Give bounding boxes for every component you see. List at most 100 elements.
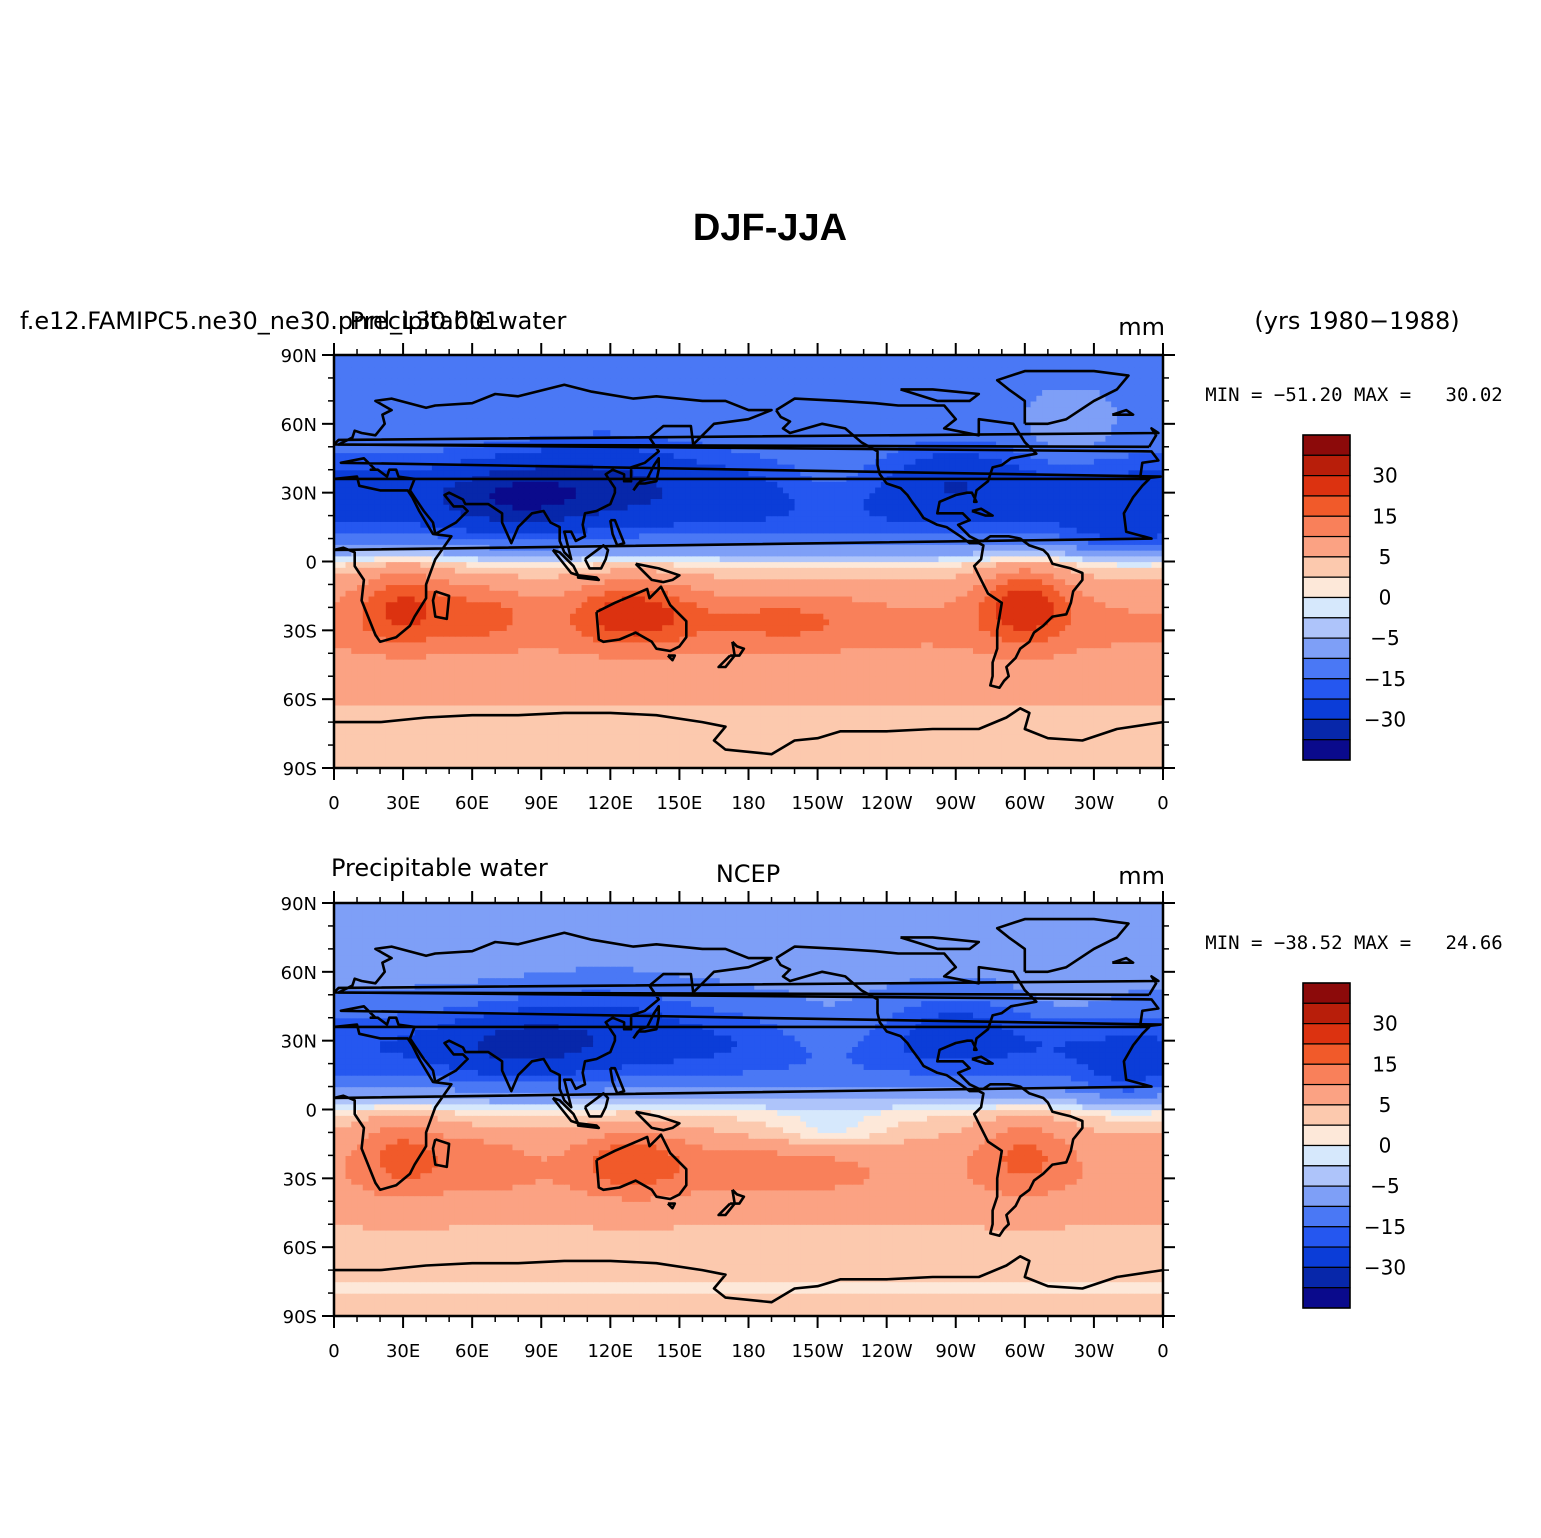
field-cell [1059, 659, 1066, 666]
field-cell [748, 567, 755, 574]
field-cell [639, 716, 646, 723]
field-cell [708, 681, 715, 689]
field-cell [679, 699, 686, 706]
field-cell [443, 653, 450, 660]
field-cell [547, 745, 554, 752]
field-cell [558, 733, 565, 740]
field-cell [1065, 595, 1072, 603]
field-cell [454, 641, 462, 649]
field-cell [1134, 647, 1141, 654]
field-cell [800, 676, 807, 683]
field-cell [1157, 727, 1163, 735]
field-cell [437, 607, 444, 614]
field-cell [581, 733, 588, 740]
field-cell [587, 641, 594, 649]
field-cell [414, 670, 421, 677]
field-cell [374, 572, 381, 580]
field-cell [685, 567, 692, 574]
field-cell [898, 653, 905, 660]
field-cell [1134, 687, 1141, 695]
field-cell [696, 727, 704, 735]
field-cell [1122, 704, 1130, 712]
field-cell [1036, 699, 1043, 706]
field-cell [823, 704, 830, 712]
field-cell [1024, 607, 1032, 614]
field-cell [978, 590, 986, 597]
field-cell [1099, 636, 1107, 643]
field-cell [380, 578, 387, 586]
field-cell [1007, 676, 1014, 683]
field-cell [1053, 739, 1060, 746]
field-cell [1099, 641, 1107, 649]
field-cell [512, 590, 519, 597]
field-cell [391, 636, 398, 643]
field-cell [967, 762, 974, 768]
field-cell [1116, 681, 1124, 689]
field-cell [1065, 699, 1072, 706]
field-cell [1036, 578, 1043, 586]
field-cell [1157, 664, 1163, 672]
field-cell [690, 727, 698, 735]
field-cell [690, 630, 698, 637]
field-cell [736, 750, 744, 758]
field-cell [512, 607, 519, 614]
field-cell [811, 653, 819, 660]
field-cell [616, 641, 623, 649]
field-cell [1024, 595, 1032, 603]
field-cell [380, 727, 387, 735]
field-cell [817, 745, 824, 752]
field-cell [886, 681, 894, 689]
field-cell [604, 756, 611, 763]
field-cell [765, 601, 773, 608]
field-cell [978, 762, 986, 768]
field-cell [771, 618, 778, 626]
field-cell [1013, 595, 1020, 603]
field-cell [754, 601, 761, 608]
field-cell [961, 739, 968, 746]
field-cell [1157, 687, 1163, 695]
field-cell [639, 595, 646, 603]
field-cell [351, 745, 358, 752]
field-cell [1036, 739, 1043, 746]
field-cell [334, 607, 341, 614]
field-cell [725, 750, 732, 758]
field-cell [523, 687, 531, 695]
field-cell [921, 699, 928, 706]
field-cell [1030, 613, 1037, 620]
field-cell [1076, 722, 1084, 729]
field-cell [731, 607, 738, 614]
field-cell [1088, 676, 1095, 683]
field-cell [690, 699, 698, 706]
field-cell [880, 762, 888, 768]
field-cell [391, 567, 398, 574]
field-cell [783, 745, 790, 752]
field-cell [748, 624, 755, 631]
field-cell [420, 630, 427, 637]
field-cell [978, 595, 986, 603]
field-cell [581, 647, 588, 654]
field-cell [771, 739, 778, 746]
field-cell [564, 584, 571, 591]
field-cell [973, 607, 980, 614]
field-cell [529, 595, 537, 603]
field-cell [690, 710, 698, 717]
field-cell [547, 670, 554, 677]
field-cell [633, 618, 640, 626]
field-cell [794, 618, 801, 626]
field-cell [334, 762, 341, 768]
field-cell [1059, 699, 1066, 706]
field-cell [334, 567, 341, 574]
field-cell [978, 572, 986, 580]
field-cell [742, 590, 750, 597]
field-cell [1157, 756, 1163, 763]
field-cell [1134, 745, 1141, 752]
field-cell [823, 636, 830, 643]
field-cell [863, 641, 870, 649]
field-cell [794, 578, 801, 586]
field-cell [754, 716, 761, 723]
field-cell [570, 636, 577, 643]
field-cell [357, 710, 364, 717]
field-cell [690, 590, 698, 597]
field-cell [437, 618, 444, 626]
field-cell [984, 613, 991, 620]
